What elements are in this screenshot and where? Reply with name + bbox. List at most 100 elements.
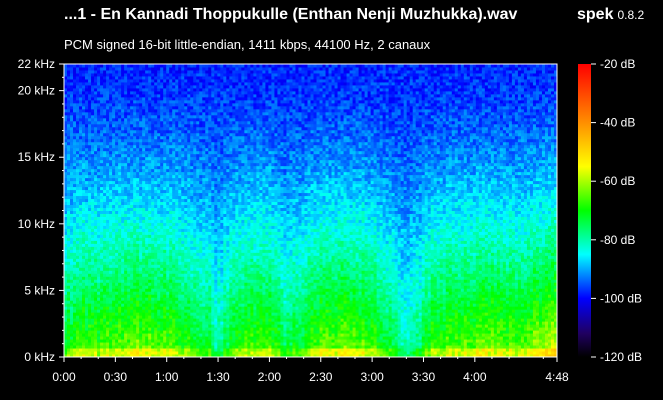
spectrogram-cell bbox=[151, 129, 155, 134]
spectrogram-cell bbox=[178, 267, 182, 271]
spectrogram-cell bbox=[142, 312, 146, 316]
spectrogram-cell bbox=[208, 102, 212, 107]
spectrogram-cell bbox=[106, 348, 110, 352]
spectrogram-cell bbox=[64, 81, 68, 86]
spectrogram-cell bbox=[94, 207, 98, 211]
spectrogram-cell bbox=[208, 303, 212, 307]
spectrogram-cell bbox=[109, 351, 113, 355]
spectrogram-cell bbox=[97, 102, 101, 107]
spectrogram-cell bbox=[79, 69, 83, 74]
spectrogram-cell bbox=[112, 315, 116, 319]
spectrogram-cell bbox=[121, 87, 125, 92]
spectrogram-cell bbox=[139, 216, 143, 220]
spectrogram-cell bbox=[94, 336, 98, 340]
spectrogram-cell bbox=[118, 111, 122, 116]
spectrogram-cell bbox=[79, 267, 83, 271]
spectrogram-cell bbox=[193, 345, 197, 349]
spectrogram-cell bbox=[205, 138, 209, 143]
spectrogram-cell bbox=[145, 339, 149, 343]
spectrogram-cell bbox=[112, 174, 116, 179]
spectrogram-cell bbox=[211, 312, 215, 316]
spectrogram-cell bbox=[133, 228, 137, 232]
spectrogram-cell bbox=[91, 243, 95, 247]
spectrogram-cell bbox=[205, 192, 209, 197]
spectrogram-cell bbox=[115, 300, 119, 304]
spectrogram-cell bbox=[196, 234, 200, 238]
spectrogram-cell bbox=[70, 315, 74, 319]
spectrogram-cell bbox=[187, 78, 191, 83]
spectrogram-cell bbox=[169, 315, 173, 319]
spectrogram-cell bbox=[133, 207, 137, 211]
spectrogram-cell bbox=[88, 177, 92, 182]
spectrogram-cell bbox=[130, 285, 134, 289]
spectrogram-cell bbox=[136, 318, 140, 322]
spectrogram-cell bbox=[64, 282, 68, 286]
spectrogram-cell bbox=[76, 306, 80, 310]
spectrogram-cell bbox=[208, 258, 212, 262]
spectrogram-cell bbox=[133, 333, 137, 337]
spectrogram-cell bbox=[190, 207, 194, 211]
spectrogram-cell bbox=[85, 219, 89, 223]
spectrogram-cell bbox=[211, 315, 215, 319]
spectrogram-cell bbox=[145, 264, 149, 268]
spectrogram-cell bbox=[157, 279, 161, 283]
spectrogram-cell bbox=[175, 303, 179, 307]
spectrogram-cell bbox=[88, 312, 92, 316]
spectrogram-cell bbox=[148, 339, 152, 343]
spectrogram-cell bbox=[163, 324, 167, 328]
spectrogram-cell bbox=[130, 243, 134, 247]
spectrogram-cell bbox=[166, 90, 170, 95]
spectrogram-cell bbox=[94, 114, 98, 119]
spectrogram-cell bbox=[67, 123, 71, 128]
spectrogram-cell bbox=[154, 162, 158, 167]
spectrogram-cell bbox=[172, 93, 176, 98]
spectrogram-cell bbox=[208, 96, 212, 101]
spectrogram-cell bbox=[175, 222, 179, 226]
spectrogram-cell bbox=[103, 246, 107, 250]
spectrogram-cell bbox=[70, 150, 74, 155]
spectrogram-cell bbox=[85, 294, 89, 298]
spectrogram-cell bbox=[169, 117, 173, 122]
spectrogram-cell bbox=[139, 90, 143, 95]
spectrogram-cell bbox=[88, 168, 92, 173]
spectrogram-cell bbox=[115, 321, 119, 325]
spectrogram-cell bbox=[79, 105, 83, 110]
spectrogram-cell bbox=[97, 261, 101, 265]
spectrogram-cell bbox=[175, 327, 179, 331]
spectrogram-cell bbox=[151, 156, 155, 161]
spectrogram-cell bbox=[160, 147, 164, 152]
spectrogram-cell bbox=[70, 300, 74, 304]
spectrogram-cell bbox=[73, 249, 77, 253]
spectrogram-cell bbox=[130, 135, 134, 140]
spectrogram-cell bbox=[205, 228, 209, 232]
spectrogram-cell bbox=[187, 64, 191, 68]
spectrogram-cell bbox=[181, 201, 185, 206]
spectrogram-cell bbox=[64, 330, 68, 334]
spectrogram-cell bbox=[142, 279, 146, 283]
spectrogram-cell bbox=[76, 81, 80, 86]
spectrogram-cell bbox=[82, 189, 86, 194]
spectrogram-cell bbox=[199, 81, 203, 86]
spectrogram-cell bbox=[172, 138, 176, 143]
spectrogram-cell bbox=[64, 231, 68, 235]
spectrogram-cell bbox=[97, 165, 101, 170]
spectrogram-cell bbox=[133, 150, 137, 155]
spectrogram-cell bbox=[214, 162, 218, 167]
spectrogram-cell bbox=[205, 72, 209, 77]
spectrogram-cell bbox=[106, 72, 110, 77]
spectrogram-cell bbox=[97, 270, 101, 274]
spectrogram-cell bbox=[196, 84, 200, 89]
spectrogram-cell bbox=[190, 84, 194, 89]
spectrogram-cell bbox=[103, 204, 107, 209]
spectrogram-cell bbox=[202, 204, 206, 209]
spectrogram-cell bbox=[205, 81, 209, 86]
spectrogram-cell bbox=[202, 342, 206, 346]
spectrogram-cell bbox=[184, 333, 188, 337]
spectrogram-cell bbox=[115, 78, 119, 83]
spectrogram-cell bbox=[100, 222, 104, 226]
spectrogram-cell bbox=[97, 258, 101, 262]
spectrogram-cell bbox=[181, 81, 185, 86]
spectrogram-cell bbox=[163, 108, 167, 113]
spectrogram-cell bbox=[130, 213, 134, 217]
spectrogram-cell bbox=[190, 318, 194, 322]
